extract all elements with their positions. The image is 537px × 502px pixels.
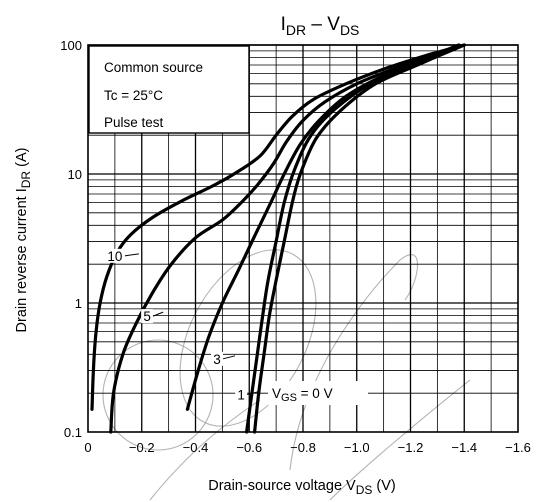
curve-vgs-0 [253, 43, 466, 434]
series-label-bg [141, 309, 154, 324]
x-label-sym: V [346, 478, 356, 494]
x-tick-label: −1.0 [344, 440, 370, 455]
vgs-rest: = 0 V [297, 386, 333, 401]
curve-vgs-1 [245, 43, 461, 434]
title-v-sub: DS [340, 22, 359, 38]
y-tick-label: 100 [60, 38, 82, 53]
plot-frame [87, 44, 519, 433]
series-label-leader [222, 355, 236, 360]
series-label-bg [211, 351, 223, 366]
y-label-text: Drain reverse current [14, 196, 30, 332]
series-label-3: 3 [213, 352, 221, 367]
series-label-1: 1 [237, 388, 245, 403]
chart-title: IDR – VDS [281, 14, 360, 38]
series-label-leader [152, 311, 164, 317]
series-label-leader [124, 253, 139, 257]
series-label-5: 5 [143, 309, 151, 324]
y-label-unit: (A) [14, 148, 30, 167]
title-v: V [327, 14, 340, 35]
curve-vgs-5 [109, 43, 466, 434]
x-tick-label: −1.4 [451, 440, 477, 455]
series-label-bg [104, 248, 125, 263]
x-tick-label: −1.6 [505, 440, 531, 455]
series-label-10: 10 [107, 249, 122, 264]
x-tick-label: 0 [84, 440, 91, 455]
x-label-text: Drain-source voltage [208, 478, 342, 494]
x-tick-labels: 0 −0.2 −0.4 −0.6 −0.8 −1.0 −1.2 −1.4 −1.6 [84, 440, 530, 455]
series-labels: 10 5 3 1 [104, 248, 260, 403]
vgs-sub: GS [281, 392, 297, 404]
series-label-bg [235, 387, 248, 402]
x-axis-label: Drain-source voltage VDS (V) [208, 478, 396, 497]
conditions-frame [88, 45, 250, 134]
y-tick-label: 10 [68, 167, 82, 182]
y-tick-label: 0.1 [64, 425, 82, 440]
vgs-label-box: VGS = 0 V [268, 381, 368, 405]
title-i-sub: DR [286, 22, 306, 38]
condition-tc: Tc = 25°C [104, 88, 163, 103]
vgs-label-bg [268, 381, 368, 405]
y-label-sym-sub: DR [19, 171, 33, 189]
curve-vgs-10 [90, 43, 466, 411]
y-label-sym: I [14, 188, 30, 192]
x-tick-label: −0.2 [129, 440, 155, 455]
series-label-leader [247, 391, 260, 396]
vgs-label: VGS = 0 V [272, 386, 333, 404]
x-tick-label: −1.2 [398, 440, 424, 455]
x-label-sym-sub: DS [356, 483, 373, 497]
condition-common-source: Common source [104, 60, 203, 75]
y-tick-label: 1 [75, 296, 82, 311]
x-tick-label: −0.8 [290, 440, 316, 455]
y-axis-label: Drain reverse current IDR (A) [14, 148, 33, 333]
condition-pulse-test: Pulse test [104, 115, 164, 130]
vgs-sym: V [272, 386, 281, 401]
title-sep: – [306, 14, 327, 35]
curves [90, 43, 466, 434]
y-tick-labels: 0.1 1 10 100 [60, 38, 82, 440]
conditions-box: Common source Tc = 25°C Pulse test [88, 45, 250, 134]
watermark [102, 249, 471, 501]
x-tick-label: −0.6 [236, 440, 262, 455]
title-i: I [281, 14, 286, 35]
x-label-unit: (V) [376, 478, 395, 494]
x-tick-label: −0.4 [183, 440, 209, 455]
